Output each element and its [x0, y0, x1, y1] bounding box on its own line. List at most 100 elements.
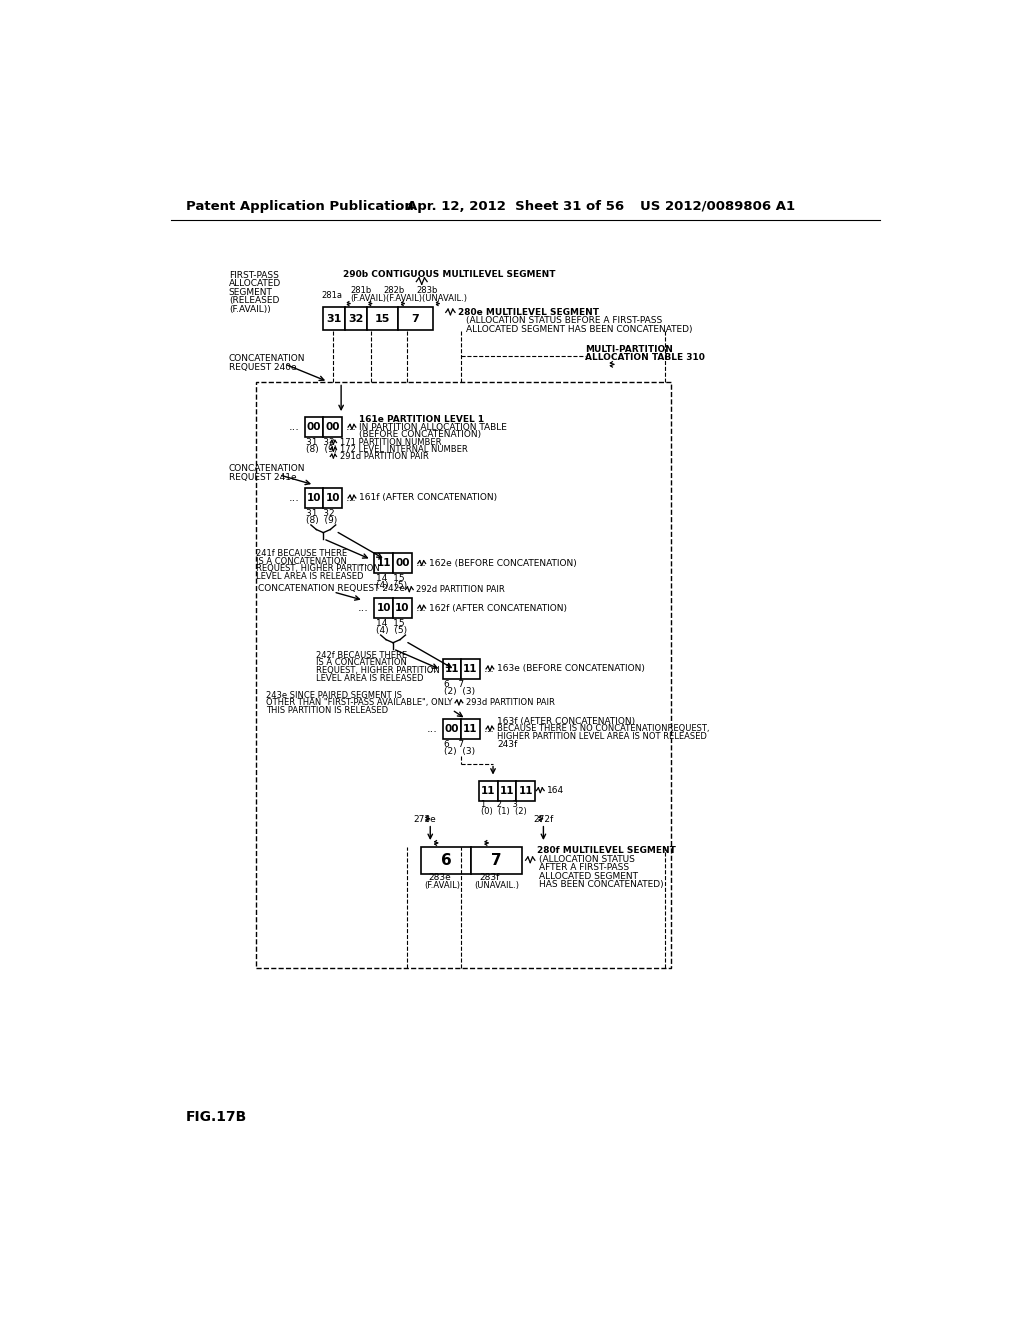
Text: ...: ... [416, 603, 426, 612]
Text: LEVEL AREA IS RELEASED: LEVEL AREA IS RELEASED [316, 673, 424, 682]
Text: 162f (AFTER CONCATENATION): 162f (AFTER CONCATENATION) [429, 603, 566, 612]
Text: (ALLOCATION STATUS: (ALLOCATION STATUS [539, 854, 635, 863]
Text: ...: ... [358, 603, 369, 612]
Text: 282b: 282b [383, 286, 404, 296]
Text: 6   7: 6 7 [444, 680, 464, 689]
Text: ...: ... [416, 558, 426, 569]
Bar [516, 780, 535, 800]
Text: 291d PARTITION PAIR: 291d PARTITION PAIR [340, 451, 428, 461]
Text: (ALLOCATION STATUS BEFORE A FIRST-PASS: (ALLOCATION STATUS BEFORE A FIRST-PASS [466, 317, 663, 325]
Text: (UNAVAIL.): (UNAVAIL.) [474, 880, 519, 890]
Text: (8)  (9): (8) (9) [306, 445, 338, 454]
Text: 10: 10 [307, 492, 322, 503]
Text: 242f BECAUSE THERE: 242f BECAUSE THERE [316, 651, 408, 660]
Bar [479, 780, 498, 800]
Text: 163e (BEFORE CONCATENATION): 163e (BEFORE CONCATENATION) [497, 664, 645, 673]
Text: 272f: 272f [534, 816, 554, 824]
Text: 10: 10 [377, 603, 391, 612]
Text: 7: 7 [412, 314, 419, 323]
Text: 00: 00 [326, 422, 340, 432]
Text: HAS BEEN CONCATENATED): HAS BEEN CONCATENATED) [539, 880, 664, 888]
Text: (4)  (5): (4) (5) [376, 626, 408, 635]
Text: 283b: 283b [417, 286, 437, 296]
Text: 162e (BEFORE CONCATENATION): 162e (BEFORE CONCATENATION) [429, 558, 577, 568]
Text: (2)  (3): (2) (3) [444, 686, 475, 696]
Bar [461, 719, 480, 739]
Text: 1    2    3: 1 2 3 [480, 800, 517, 809]
Text: IS A CONCATENATION: IS A CONCATENATION [256, 557, 347, 565]
Text: (BEFORE CONCATENATION): (BEFORE CONCATENATION) [359, 430, 481, 440]
Bar [461, 659, 480, 678]
Text: LEVEL AREA IS RELEASED: LEVEL AREA IS RELEASED [256, 572, 364, 581]
Text: (8)  (9): (8) (9) [306, 516, 338, 525]
Text: CONCATENATION: CONCATENATION [228, 465, 305, 473]
Text: 32: 32 [348, 314, 364, 323]
Text: BECAUSE THERE IS NO CONCATENATIONREQUEST,: BECAUSE THERE IS NO CONCATENATIONREQUEST… [497, 725, 710, 734]
Text: REQUEST 240e: REQUEST 240e [228, 363, 296, 371]
Bar [375, 553, 393, 573]
Text: THIS PARTITION IS RELEASED: THIS PARTITION IS RELEASED [266, 706, 388, 715]
Text: 11: 11 [518, 785, 532, 796]
Text: 11: 11 [500, 785, 514, 796]
Bar [305, 488, 324, 508]
Bar [442, 659, 461, 678]
Bar [345, 308, 367, 330]
Text: ...: ... [483, 723, 495, 734]
Text: HIGHER PARTITION LEVEL AREA IS NOT RELEASED: HIGHER PARTITION LEVEL AREA IS NOT RELEA… [497, 733, 707, 741]
Text: ALLOCATED SEGMENT: ALLOCATED SEGMENT [539, 871, 638, 880]
Text: 241f BECAUSE THERE: 241f BECAUSE THERE [256, 549, 347, 558]
Text: 290b CONTIGUOUS MULTILEVEL SEGMENT: 290b CONTIGUOUS MULTILEVEL SEGMENT [343, 271, 556, 279]
Text: 161f (AFTER CONCATENATION): 161f (AFTER CONCATENATION) [359, 494, 497, 503]
Text: REQUEST 241e: REQUEST 241e [228, 473, 296, 482]
Text: FIG.17B: FIG.17B [186, 1110, 248, 1125]
Text: 11: 11 [444, 664, 459, 675]
Bar [324, 308, 345, 330]
Text: 15: 15 [375, 314, 390, 323]
Bar [421, 847, 471, 874]
Text: (2)  (3): (2) (3) [444, 747, 475, 756]
Bar [367, 308, 397, 330]
Bar [375, 598, 393, 618]
Text: IN PARTITION ALLOCATION TABLE: IN PARTITION ALLOCATION TABLE [359, 422, 507, 432]
Bar [442, 719, 461, 739]
Bar [256, 383, 671, 968]
Text: ...: ... [426, 723, 437, 734]
Text: 31  32: 31 32 [306, 510, 335, 517]
Text: ...: ... [289, 492, 299, 503]
Text: (F.AVAIL)): (F.AVAIL)) [228, 305, 270, 314]
Text: ...: ... [483, 664, 495, 675]
Text: 11: 11 [463, 664, 478, 675]
Text: 171 PARTITION NUMBER: 171 PARTITION NUMBER [340, 438, 441, 447]
Text: 283f: 283f [479, 873, 500, 882]
Text: ...: ... [426, 664, 437, 675]
Text: 280f MULTILEVEL SEGMENT: 280f MULTILEVEL SEGMENT [538, 846, 676, 855]
Text: 00: 00 [395, 558, 410, 569]
Text: OTHER THAN "FIRST-PASS AVAILABLE", ONLY: OTHER THAN "FIRST-PASS AVAILABLE", ONLY [266, 698, 453, 708]
Text: 6: 6 [440, 853, 452, 867]
Text: 273e: 273e [414, 816, 436, 824]
Text: 7: 7 [492, 853, 502, 867]
Bar [498, 780, 516, 800]
Text: Apr. 12, 2012  Sheet 31 of 56: Apr. 12, 2012 Sheet 31 of 56 [407, 199, 624, 213]
Text: REQUEST, HIGHER PARTITION: REQUEST, HIGHER PARTITION [316, 667, 440, 675]
Text: 00: 00 [444, 723, 459, 734]
Bar [324, 488, 342, 508]
Text: 31: 31 [327, 314, 342, 323]
Text: 292d PARTITION PAIR: 292d PARTITION PAIR [417, 585, 505, 594]
Text: US 2012/0089806 A1: US 2012/0089806 A1 [640, 199, 795, 213]
Text: 283e: 283e [429, 873, 452, 882]
Text: 10: 10 [395, 603, 410, 612]
Text: 281b: 281b [350, 286, 372, 296]
Text: 14  15: 14 15 [376, 619, 404, 628]
Bar [393, 553, 412, 573]
Text: IS A CONCATENATION: IS A CONCATENATION [316, 659, 408, 667]
Text: ...: ... [358, 558, 369, 569]
Text: 11: 11 [481, 785, 496, 796]
Text: MULTI-PARTITION: MULTI-PARTITION [586, 345, 673, 354]
Text: ALLOCATION TABLE 310: ALLOCATION TABLE 310 [586, 354, 706, 362]
Text: 163f (AFTER CONCATENATION): 163f (AFTER CONCATENATION) [497, 717, 635, 726]
Text: 281a: 281a [322, 290, 343, 300]
Bar [324, 417, 342, 437]
Bar [471, 847, 521, 874]
Text: ALLOCATED SEGMENT HAS BEEN CONCATENATED): ALLOCATED SEGMENT HAS BEEN CONCATENATED) [466, 325, 692, 334]
